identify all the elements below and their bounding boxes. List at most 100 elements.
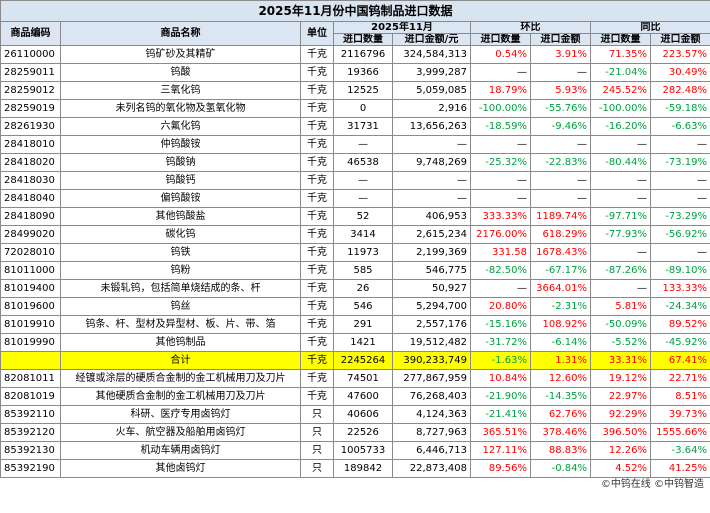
footer: ©中钨在线 ©中钨智造 xyxy=(600,479,704,490)
data-table: 2025年11月份中国钨制品进口数据 商品编码 商品名称 单位 2025年11月… xyxy=(0,0,710,478)
table-cell: 未锻轧钨，包括简单烧结成的条、杆 xyxy=(60,279,301,298)
header-cell: 进口金额/元 xyxy=(392,33,471,46)
table-cell: 81019990 xyxy=(0,333,61,352)
table-cell: -67.17% xyxy=(530,261,591,280)
table-cell: — xyxy=(333,189,393,208)
table-cell: 0 xyxy=(333,99,393,118)
table-cell: 12.26% xyxy=(590,441,651,460)
table-row: 85392130 机动车辆用卤钨灯只 1005733 6,446,713 127.11%… xyxy=(0,441,710,460)
table-cell: 378.46% xyxy=(530,423,591,442)
table-cell: 9,748,269 xyxy=(392,153,471,172)
table-cell: -59.18% xyxy=(649,99,710,118)
table-cell: 3414 xyxy=(333,225,393,244)
title-row: 2025年11月份中国钨制品进口数据 xyxy=(0,0,710,22)
table-cell: 52 xyxy=(333,207,393,226)
header-cell: 同比 xyxy=(589,21,710,34)
table-cell: 40606 xyxy=(333,405,393,424)
table-row: 85392190 其他卤钨灯只 189842 22,873,408 89.56% -0.8… xyxy=(0,459,710,478)
table-cell: — xyxy=(392,189,471,208)
table-cell: — xyxy=(590,279,651,298)
table-cell: 333.33% xyxy=(470,207,531,226)
table-cell: — xyxy=(530,63,591,82)
table-cell: 偏钨酸铵 xyxy=(60,189,301,208)
table-cell: -56.92% xyxy=(649,225,710,244)
table-cell: 只 xyxy=(300,441,334,460)
table-cell: 千克 xyxy=(300,171,334,190)
table-cell: 277,867,959 xyxy=(392,369,471,388)
table-cell: 365.51% xyxy=(470,423,531,442)
table-cell: 1005733 xyxy=(333,441,393,460)
header-cell: 商品编码 xyxy=(0,21,61,46)
table-cell: 2,916 xyxy=(392,99,471,118)
table-cell: 82081011 xyxy=(0,369,61,388)
table-cell: 223.57% xyxy=(649,45,710,64)
table-row: 28418090 其他钨酸盐 千克 52 406,953 333.33% 1189.74% -… xyxy=(0,207,710,226)
table-cell: 六氟化钨 xyxy=(60,117,301,136)
table-cell: 其他卤钨灯 xyxy=(60,459,301,478)
table-cell: 机动车辆用卤钨灯 xyxy=(60,441,301,460)
table-cell: 三氧化钨 xyxy=(60,81,301,100)
table-cell: 85392120 xyxy=(0,423,61,442)
table-cell: -6.14% xyxy=(530,333,591,352)
table-cell: — xyxy=(470,279,531,298)
table-cell: 89.52% xyxy=(649,315,710,334)
table-cell: 47600 xyxy=(333,387,393,406)
table-cell: 89.56% xyxy=(470,459,531,478)
table-cell: 千克 xyxy=(300,45,334,64)
table-cell: 19366 xyxy=(333,63,393,82)
table-cell: 50,927 xyxy=(392,279,471,298)
table-cell: — xyxy=(649,135,710,154)
table-cell: 133.33% xyxy=(649,279,710,298)
table-row: 82081011 经镀或涂层的硬质合金制的金工机械用刀及刀片 千克 74501 277,… xyxy=(0,369,710,388)
table-cell: 千克 xyxy=(300,207,334,226)
table-cell: 585 xyxy=(333,261,393,280)
table-cell: 2245264 xyxy=(333,351,393,370)
table-cell: 火车、航空器及船舶用卤钨灯 xyxy=(60,423,301,442)
table-cell: -21.41% xyxy=(470,405,531,424)
table-row: 85392120 火车、航空器及船舶用卤钨灯只 22526 8,727,963 365.… xyxy=(0,423,710,442)
table-cell: 钨酸钠 xyxy=(60,153,301,172)
table-cell: 1189.74% xyxy=(530,207,591,226)
table-cell: 19.12% xyxy=(590,369,651,388)
table-cell: — xyxy=(470,171,531,190)
table-cell: 74501 xyxy=(333,369,393,388)
table-cell: -80.44% xyxy=(590,153,651,172)
table-cell: 5,294,700 xyxy=(392,297,471,316)
table-cell: — xyxy=(470,189,531,208)
header-cell: 进口金额 xyxy=(649,33,710,46)
table-cell: 92.29% xyxy=(590,405,651,424)
table-cell: 千克 xyxy=(300,369,334,388)
table-cell: -9.46% xyxy=(530,117,591,136)
table-cell: 合计 xyxy=(60,351,301,370)
table-cell: 10.84% xyxy=(470,369,531,388)
table-cell: 46538 xyxy=(333,153,393,172)
table-cell: 396.50% xyxy=(590,423,651,442)
table-cell: 31731 xyxy=(333,117,393,136)
table-cell: — xyxy=(333,171,393,190)
table-cell: -50.09% xyxy=(590,315,651,334)
table-cell: 85392130 xyxy=(0,441,61,460)
table-cell: 8.51% xyxy=(649,387,710,406)
table-cell: 81019910 xyxy=(0,315,61,334)
table-row: 72028010 钨铁 千克 11973 2,199,369 331.58 1678.43%… xyxy=(0,243,710,262)
table-cell: 6,446,713 xyxy=(392,441,471,460)
table-cell: 3,999,287 xyxy=(392,63,471,82)
table-cell: 科研、医疗专用卤钨灯 xyxy=(60,405,301,424)
table-cell: -45.92% xyxy=(649,333,710,352)
table-cell: — xyxy=(392,135,471,154)
table-cell: 13,656,263 xyxy=(392,117,471,136)
table-cell: 127.11% xyxy=(470,441,531,460)
table-row: 28418010 仲钨酸铵 千克 — — — — — — xyxy=(0,135,710,154)
table-cell: 2,199,369 xyxy=(392,243,471,262)
table-cell: 千克 xyxy=(300,81,334,100)
table-cell: 108.92% xyxy=(530,315,591,334)
table-cell: 其他钨制品 xyxy=(60,333,301,352)
table-cell: 324,584,313 xyxy=(392,45,471,64)
table-cell: 2116796 xyxy=(333,45,393,64)
table-cell: -55.76% xyxy=(530,99,591,118)
table-cell: -15.16% xyxy=(470,315,531,334)
header-cell: 2025年11月 xyxy=(333,21,471,34)
table-cell: 12.60% xyxy=(530,369,591,388)
table-cell: 28499020 xyxy=(0,225,61,244)
table-cell: 81019600 xyxy=(0,297,61,316)
